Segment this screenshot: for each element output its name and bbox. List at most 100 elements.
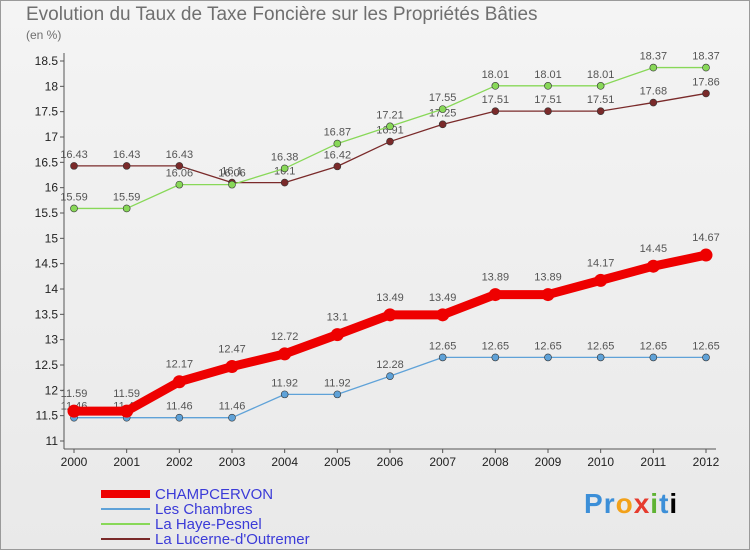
data-point (122, 162, 131, 170)
data-label: 13.89 (534, 272, 562, 284)
data-point (438, 353, 447, 362)
data-point (646, 259, 660, 273)
data-label: 12.28 (376, 359, 404, 371)
y-tick-label: 13 (45, 333, 59, 347)
data-point (594, 273, 608, 287)
data-label: 16.43 (113, 149, 141, 161)
data-point (70, 162, 78, 170)
legend-label: La Lucerne-d'Outremer (155, 531, 310, 548)
chart-axes: 11 11.5 12 12.5 13 13.5 14 14.5 15 15.5 16 16.5 17 17… (35, 53, 720, 469)
y-tick-label: 12 (45, 383, 59, 397)
data-point (544, 107, 552, 115)
x-tick-label: 2002 (166, 455, 193, 469)
data-label: 18.37 (640, 51, 668, 63)
chart-unit-label: (en %) (26, 28, 62, 42)
data-point (438, 120, 447, 129)
data-point (175, 162, 184, 170)
data-point (436, 308, 450, 322)
data-label: 17.25 (429, 107, 457, 119)
data-point (649, 63, 658, 72)
data-point (280, 178, 289, 187)
data-point (330, 328, 344, 342)
y-tick-label: 17.5 (35, 105, 59, 119)
data-point (544, 353, 552, 362)
x-tick-label: 2008 (482, 455, 509, 469)
data-label: 16.42 (324, 149, 352, 161)
series-line (69, 250, 711, 416)
data-label: 16.06 (166, 168, 194, 180)
data-point (541, 288, 555, 302)
x-tick-label: 2003 (219, 455, 246, 469)
y-tick-label: 15 (45, 231, 59, 245)
x-tick-label: 2000 (61, 455, 88, 469)
y-tick-label: 14.5 (35, 257, 59, 271)
data-point (649, 353, 658, 362)
data-label: 16.91 (376, 125, 404, 137)
data-label: 17.51 (534, 94, 562, 106)
data-point (172, 375, 186, 389)
data-point (699, 248, 713, 262)
data-point (702, 63, 710, 72)
chart-title: Evolution du Taux de Taxe Foncière sur l… (26, 4, 538, 25)
data-point (175, 180, 184, 189)
data-point (120, 404, 134, 418)
data-label: 11.59 (61, 388, 88, 400)
x-tick-label: 2010 (587, 455, 614, 469)
data-label: 12.65 (482, 340, 510, 352)
y-tick-label: 12.5 (35, 358, 59, 372)
data-label: 12.65 (640, 340, 668, 352)
data-point (649, 98, 658, 107)
data-label: 17.86 (692, 76, 720, 88)
data-point (228, 413, 236, 422)
y-tick-label: 18 (45, 79, 59, 93)
legend-item-0: CHAMPCERVON (101, 486, 273, 503)
data-point (122, 204, 131, 213)
data-label: 11.46 (166, 401, 193, 413)
data-label: 16.87 (324, 127, 352, 139)
data-label: 17.51 (482, 94, 510, 106)
data-label: 17.68 (640, 86, 668, 98)
data-point (67, 404, 81, 418)
data-label: 16.43 (60, 149, 88, 161)
data-label: 16.06 (218, 168, 246, 180)
data-point (702, 89, 710, 98)
y-tick-label: 16 (45, 181, 59, 195)
x-tick-label: 2007 (429, 455, 456, 469)
data-point (596, 353, 605, 362)
series-1: 11.4611.4611.4611.4611.9211.9212.2812.65… (61, 340, 720, 422)
data-point (386, 137, 394, 146)
y-tick-label: 16.5 (35, 155, 59, 169)
data-label: 17.21 (376, 109, 404, 121)
series-layer: 16.4316.4316.4316.116.116.4216.9117.2517… (60, 51, 720, 422)
data-point (333, 139, 342, 148)
data-point (491, 107, 500, 115)
legend-label: Les Chambres (155, 501, 253, 518)
y-tick-label: 14 (45, 282, 59, 296)
data-label: 13.1 (327, 312, 348, 324)
data-label: 12.17 (166, 359, 194, 371)
data-point (333, 162, 342, 171)
data-label: 15.59 (113, 191, 141, 203)
data-point (225, 360, 239, 374)
x-tick-label: 2001 (113, 455, 140, 469)
data-label: 13.49 (376, 292, 404, 304)
data-label: 18.01 (482, 69, 510, 81)
data-point (438, 105, 447, 113)
x-tick-label: 2012 (693, 455, 720, 469)
legend-item-2: La Haye-Pesnel (101, 516, 262, 533)
data-label: 12.65 (534, 340, 562, 352)
data-point (175, 413, 184, 422)
y-tick-label: 11 (46, 434, 59, 448)
data-label: 16.1 (221, 166, 242, 178)
data-label: 12.65 (587, 340, 615, 352)
data-label: 18.01 (534, 69, 562, 81)
y-tick-label: 18.5 (35, 54, 59, 68)
data-label: 12.72 (271, 331, 299, 343)
data-point (383, 308, 397, 322)
series-0: 11.59 11.59 12.17 12.47 12.72 13.1 13.49 13.49 1… (61, 232, 720, 418)
x-tick-label: 2005 (324, 455, 351, 469)
legend-label: CHAMPCERVON (155, 486, 273, 503)
data-point (596, 82, 605, 90)
